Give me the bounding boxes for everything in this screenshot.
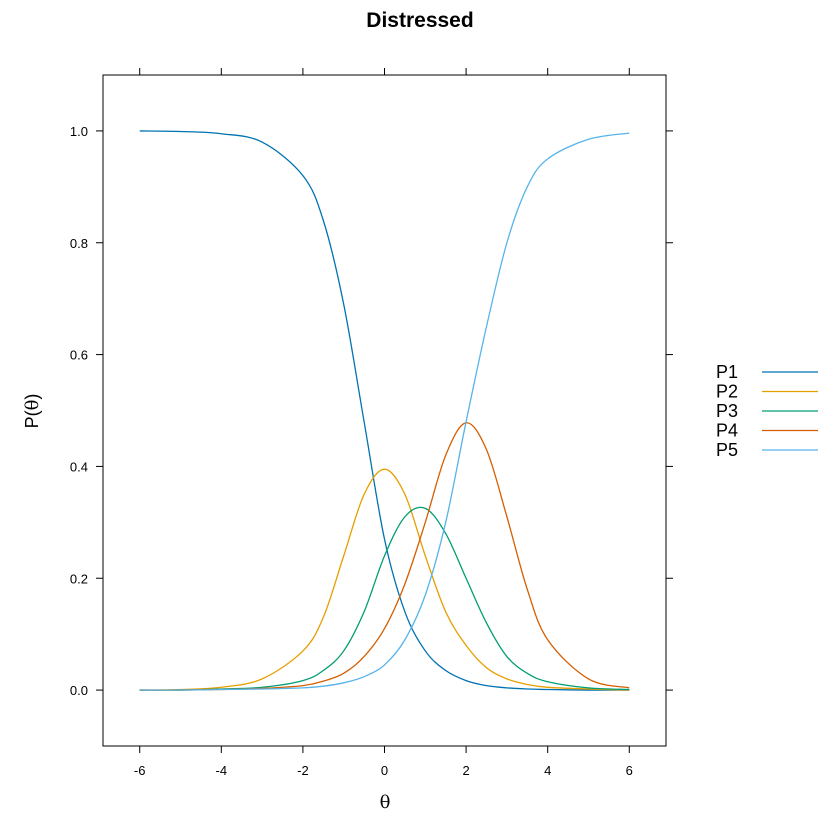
x-axis-bottom: -6 -4 -2 0 2 4 6 (134, 746, 633, 778)
series-lines (139, 130, 630, 691)
legend-label: P4 (716, 421, 738, 441)
y-axis-title: P(θ) (22, 394, 43, 429)
x-tick-label: 4 (544, 763, 551, 778)
y-tick-label: 0.8 (70, 236, 88, 251)
x-tick-label: 2 (462, 763, 469, 778)
plot-frame (102, 74, 667, 747)
y-axis-left: 0.0 0.2 0.4 0.6 0.8 1.0 (70, 124, 103, 698)
y-axis-title-symbol: θ (22, 400, 43, 411)
series-line-p5 (139, 132, 630, 691)
x-axis-top (139, 68, 630, 75)
y-tick-label: 0.4 (70, 459, 88, 474)
x-axis-title: θ (380, 792, 391, 813)
series-line-p3 (139, 506, 630, 691)
y-axis-right (666, 130, 673, 691)
x-tick-label: -4 (216, 763, 228, 778)
x-tick-label: -2 (297, 763, 309, 778)
legend-label: P2 (716, 382, 738, 402)
series-line-p2 (139, 468, 630, 691)
y-axis-title-suffix: ) (22, 394, 42, 400)
y-tick-label: 1.0 (70, 124, 88, 139)
series-line-p1 (139, 130, 630, 691)
legend-label: P3 (716, 401, 738, 421)
y-tick-label: 0.0 (70, 683, 88, 698)
x-tick-label: 0 (381, 763, 388, 778)
y-axis-title-prefix: P( (22, 410, 42, 428)
legend-label: P5 (716, 440, 738, 460)
legend-label: P1 (716, 362, 738, 382)
y-tick-label: 0.6 (70, 348, 88, 363)
chart-title: Distressed (366, 9, 473, 32)
y-tick-label: 0.2 (70, 571, 88, 586)
x-tick-label: 6 (626, 763, 633, 778)
x-tick-label: -6 (134, 763, 146, 778)
